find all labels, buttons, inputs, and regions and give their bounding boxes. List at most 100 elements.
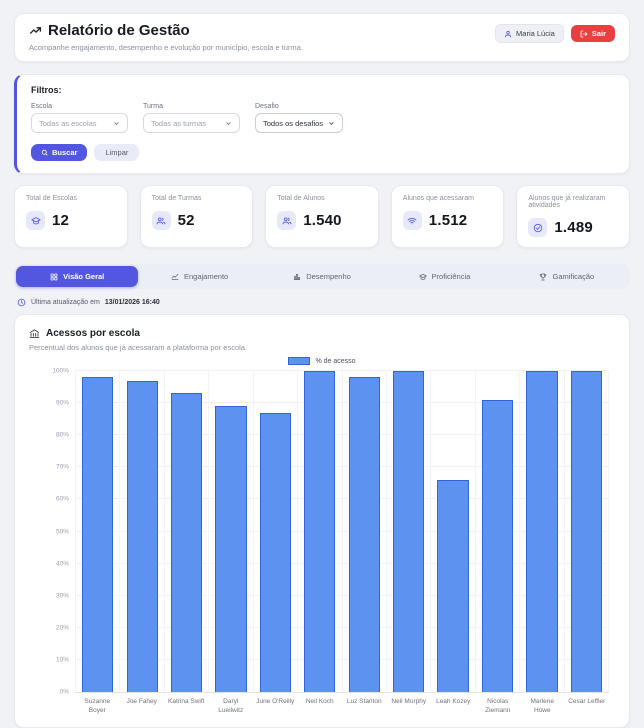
chart-bar-slot [475,371,519,692]
tab-visao-geral[interactable]: Visão Geral [16,266,138,287]
x-axis-label: Neil Koch [298,697,343,715]
tab-label: Desempenho [306,272,351,281]
stat-card-escolas: Total de Escolas 12 [14,185,128,248]
y-axis-tick: 10% [33,656,69,663]
graduation-cap-icon [419,273,427,281]
last-update: Última atualização em 13/01/2026 16:40 [17,298,627,307]
x-axis-label: Suzanne Boyer [75,697,120,715]
x-axis-label: Luz Stanton [342,697,387,715]
tab-label: Proficiência [432,272,471,281]
y-axis-tick: 70% [33,464,69,471]
tab-engajamento[interactable]: Engajamento [138,266,260,287]
x-axis-label: Cesar Leffler [565,697,610,715]
stat-card-atividades: Alunos que já realizaram atividades 1.48… [516,185,630,248]
last-update-prefix: Última atualização em [31,299,100,306]
filter-field-escola: Escola Todas as escolas [31,103,128,133]
chart-bar[interactable] [482,400,513,692]
tab-proficiencia[interactable]: Proficiência [383,266,505,287]
school-building-icon [29,328,40,339]
page-subtitle: Acompanhe engajamento, desempenho e evol… [29,43,303,52]
chart-bar[interactable] [571,371,602,692]
stat-label: Total de Escolas [26,195,116,202]
desafio-select-value: Todos os desafios [263,119,323,128]
chart-slots [75,371,609,692]
trending-up-icon [29,24,42,37]
chart-bar-slot [297,371,341,692]
chevron-down-icon [225,120,232,127]
header: Relatório de Gestão Acompanhe engajament… [14,13,630,62]
chart-bar[interactable] [304,371,335,692]
chart-bar-slot [75,371,119,692]
stat-card-turmas: Total de Turmas 52 [140,185,254,248]
user-icon [504,30,512,38]
users-icon [152,211,171,230]
turma-select[interactable]: Todas as turmas [143,113,240,133]
check-circle-icon [528,218,547,237]
chart-bar-slot [119,371,163,692]
turma-label: Turma [143,103,240,110]
last-update-datetime: 13/01/2026 16:40 [105,299,160,306]
y-axis-tick: 80% [33,432,69,439]
stats-row: Total de Escolas 12 Total de Turmas 52 T… [14,185,630,248]
line-chart-icon [171,273,179,281]
escola-select[interactable]: Todas as escolas [31,113,128,133]
filters-panel: Filtros: Escola Todas as escolas Turma T… [14,74,630,174]
chart-bar[interactable] [349,377,380,692]
x-axis-label: Neil Murphy [387,697,432,715]
header-right: Maria Lúcia Sair [495,24,615,43]
x-axis-label: Katrina Swift [164,697,209,715]
legend-label: % de acesso [315,358,355,365]
y-axis-tick: 30% [33,592,69,599]
y-axis-tick: 40% [33,560,69,567]
dashboard-page: Relatório de Gestão Acompanhe engajament… [0,0,644,728]
filter-field-turma: Turma Todas as turmas [143,103,240,133]
clear-button[interactable]: Limpar [94,144,139,161]
chart-bar[interactable] [127,381,158,692]
grid-icon [50,273,58,281]
x-axis-label: Joe Fahey [120,697,165,715]
chart-bar-slot [386,371,430,692]
y-axis-tick: 60% [33,496,69,503]
stat-label: Total de Alunos [277,195,367,202]
x-axis-label: Nicolas Ziemann [476,697,521,715]
chart-bar[interactable] [215,406,246,692]
stat-card-alunos: Total de Alunos 1.540 [265,185,379,248]
chart-bar-slot [430,371,474,692]
desafio-label: Desafio [255,103,343,110]
header-left: Relatório de Gestão Acompanhe engajament… [29,22,303,52]
users-group-icon [277,211,296,230]
x-axis-label: Daryl Lueilwitz [209,697,254,715]
chart-x-axis: Suzanne BoyerJoe FaheyKatrina SwiftDaryl… [75,697,609,715]
logout-button[interactable]: Sair [571,25,615,42]
stat-label: Alunos que já realizaram atividades [528,195,618,209]
stat-value: 1.540 [303,212,342,229]
chart-bar[interactable] [393,371,424,692]
legend-swatch [288,357,310,365]
user-chip[interactable]: Maria Lúcia [495,24,564,43]
search-icon [41,149,48,156]
chart-bar[interactable] [437,480,468,692]
chart-bar[interactable] [260,413,291,692]
clock-icon [17,298,26,307]
trophy-icon [539,273,547,281]
user-name: Maria Lúcia [516,29,555,38]
desafio-select[interactable]: Todos os desafios [255,113,343,133]
stat-value: 1.489 [554,219,593,236]
tab-gamificacao[interactable]: Gamificação [506,266,628,287]
chart-bar[interactable] [82,377,113,692]
chart-bar[interactable] [526,371,557,692]
y-axis-tick: 0% [33,689,69,696]
wifi-icon [403,211,422,230]
tab-desempenho[interactable]: Desempenho [261,266,383,287]
chart-legend[interactable]: % de acesso [29,357,615,365]
graduation-cap-icon [26,211,45,230]
tab-label: Gamificação [552,272,594,281]
chart-bar-slot [208,371,252,692]
x-axis-label: Leah Kozey [431,697,476,715]
clear-button-label: Limpar [105,148,128,157]
tab-label: Visão Geral [63,272,104,281]
search-button[interactable]: Buscar [31,144,87,161]
stat-label: Total de Turmas [152,195,242,202]
chart-bar[interactable] [171,393,202,692]
y-axis-tick: 90% [33,400,69,407]
